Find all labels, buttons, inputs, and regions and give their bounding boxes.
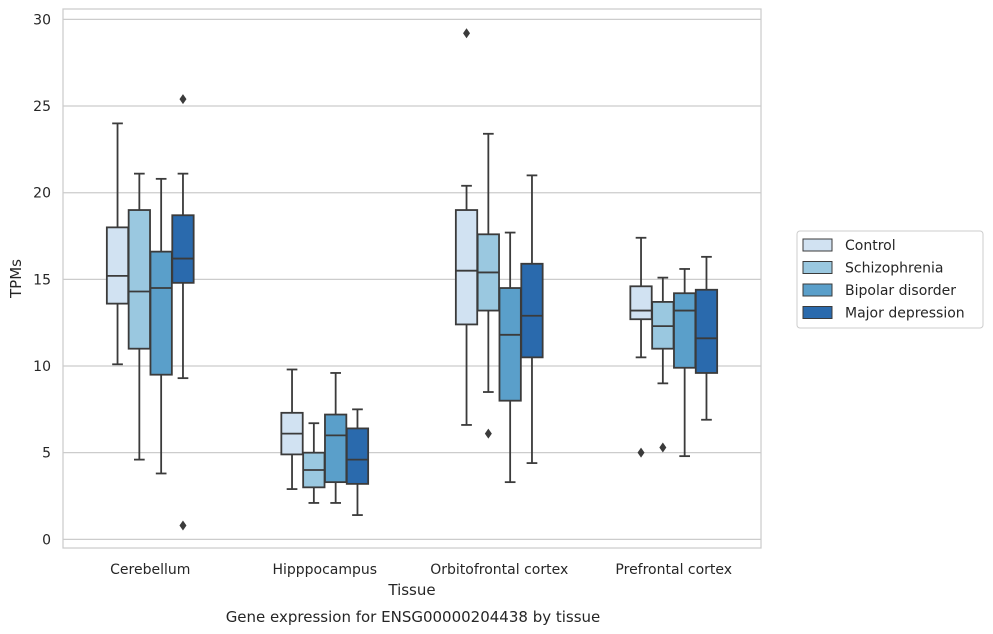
box-1-2 bbox=[324, 372, 348, 504]
box-body bbox=[673, 292, 697, 369]
y-tick-label: 20 bbox=[33, 186, 51, 202]
x-axis-label: Tissue bbox=[387, 581, 435, 599]
legend-label: Schizophrenia bbox=[845, 261, 943, 277]
box-body bbox=[345, 427, 370, 485]
y-tick-label: 30 bbox=[33, 12, 51, 28]
outlier-point bbox=[659, 442, 667, 453]
box-body bbox=[498, 287, 522, 402]
box-2-3 bbox=[520, 174, 544, 464]
box-2-2 bbox=[498, 231, 522, 484]
outlier-point bbox=[484, 428, 492, 439]
boxes bbox=[105, 28, 719, 531]
y-tick-label: 10 bbox=[33, 359, 51, 375]
box-3-2 bbox=[673, 268, 697, 458]
y-axis-ticks: 0 5 10 15 20 25 30 bbox=[33, 12, 51, 548]
box-0-0 bbox=[105, 122, 130, 366]
box-3-3 bbox=[694, 255, 719, 421]
y-tick-label: 5 bbox=[42, 446, 51, 462]
y-tick-label: 15 bbox=[33, 272, 51, 288]
box-0-1 bbox=[127, 172, 151, 461]
legend-swatch bbox=[802, 283, 833, 297]
legend-item: Major depression bbox=[802, 306, 965, 322]
x-tick-label: Prefrontal cortex bbox=[615, 562, 732, 578]
box-body bbox=[694, 288, 719, 374]
y-tick-label: 0 bbox=[42, 532, 51, 548]
box-body bbox=[520, 262, 544, 359]
box-body bbox=[324, 413, 348, 484]
y-axis-label: TPMs bbox=[7, 259, 25, 299]
box-2-1 bbox=[476, 132, 500, 439]
outlier-point bbox=[179, 520, 187, 531]
box-body bbox=[127, 209, 151, 350]
box-1-0 bbox=[280, 368, 304, 490]
box-body bbox=[171, 214, 195, 284]
legend-label: Control bbox=[845, 238, 896, 254]
x-tick-label: Hipppocampus bbox=[272, 562, 377, 578]
x-tick-label: Orbitofrontal cortex bbox=[430, 562, 568, 578]
box-body bbox=[149, 250, 173, 376]
box-1-1 bbox=[302, 422, 326, 504]
legend: Control Schizophrenia Bipolar disorder Majo… bbox=[796, 230, 984, 329]
outlier-point bbox=[179, 94, 187, 105]
box-body bbox=[629, 285, 653, 321]
legend-label: Major depression bbox=[845, 306, 965, 322]
legend-swatch bbox=[802, 306, 833, 319]
legend-label: Bipolar disorder bbox=[845, 283, 956, 299]
box-3-1 bbox=[651, 276, 675, 453]
x-axis-ticks: Cerebellum Hipppocampus Orbitofrontal cort… bbox=[110, 562, 732, 578]
plot-area-frame bbox=[62, 8, 762, 549]
legend-item: Bipolar disorder bbox=[802, 283, 956, 299]
legend-item: Schizophrenia bbox=[802, 261, 943, 277]
legend-swatch bbox=[802, 238, 833, 252]
y-tick-label: 25 bbox=[33, 99, 51, 115]
box-1-3 bbox=[345, 408, 370, 516]
box-body bbox=[454, 209, 479, 326]
box-0-3 bbox=[171, 94, 195, 531]
outlier-point bbox=[637, 447, 645, 458]
chart-caption: Gene expression for ENSG00000204438 by t… bbox=[226, 608, 601, 626]
legend-item: Control bbox=[802, 238, 896, 254]
box-0-2 bbox=[149, 177, 173, 475]
legend-frame bbox=[796, 230, 984, 329]
legend-swatch bbox=[802, 261, 833, 274]
outlier-point bbox=[463, 28, 471, 39]
x-tick-label: Cerebellum bbox=[110, 562, 190, 578]
box-3-0 bbox=[629, 236, 653, 458]
box-body bbox=[105, 226, 130, 305]
